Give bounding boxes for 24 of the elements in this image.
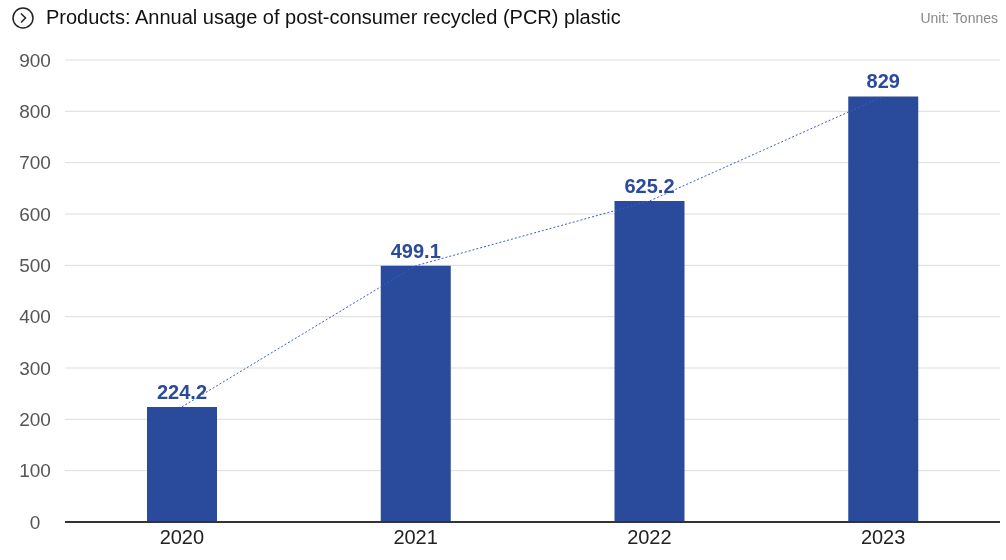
y-tick-label: 100	[19, 460, 51, 482]
text: Unit: Tonnes	[920, 10, 998, 26]
y-tick-label: 800	[19, 101, 51, 123]
y-tick-label: 700	[19, 152, 51, 174]
bar	[614, 201, 685, 522]
y-tick-label: 400	[19, 306, 51, 328]
y-tick-label: 0	[29, 511, 41, 533]
x-tick-label: 2023	[860, 526, 906, 549]
y-tick-label: 900	[19, 49, 51, 71]
y-tick-label: 200	[19, 409, 51, 431]
data-label: 224.2	[156, 380, 208, 403]
bar	[147, 406, 217, 522]
bar	[380, 265, 451, 522]
y-tick-label: 300	[19, 357, 51, 379]
y-tick-label: 500	[19, 255, 51, 277]
x-tick-label: 2022	[627, 526, 672, 549]
data-label: 499.1	[390, 239, 441, 262]
bar	[848, 96, 919, 522]
chart-title: Products: Annual usage of post-consumer recycled (PCR) plastic	[46, 6, 621, 29]
data-label: 829	[866, 70, 900, 93]
y-tick-label: 600	[19, 203, 51, 225]
data-label: 625.2	[624, 175, 675, 198]
x-tick-label: 2020	[159, 526, 205, 549]
x-tick-label: 2021	[393, 526, 438, 549]
